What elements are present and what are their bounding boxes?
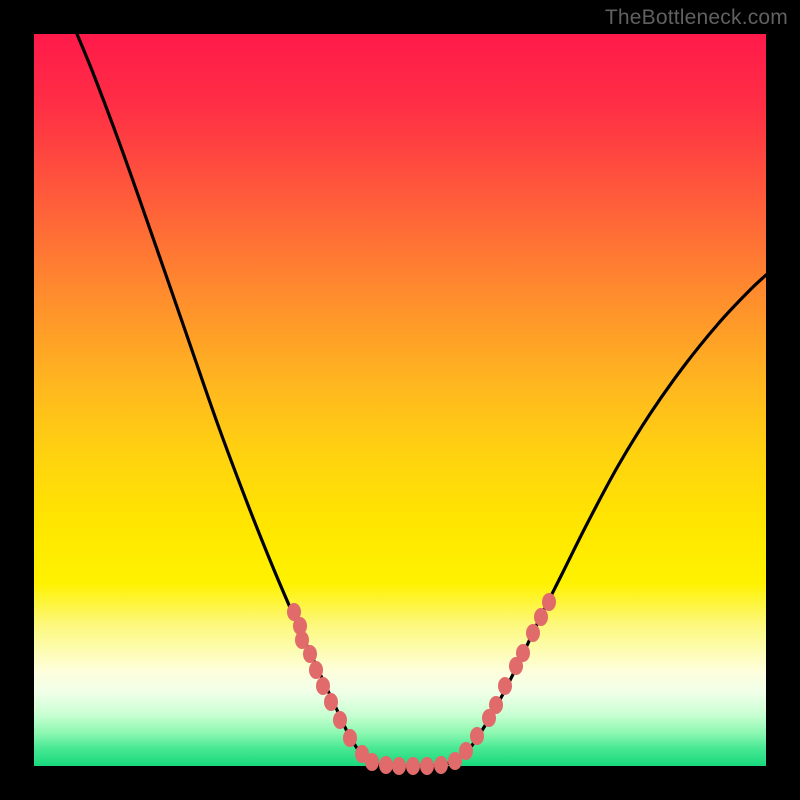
chart-container	[0, 0, 800, 800]
curve-marker	[434, 756, 448, 774]
curve-marker	[526, 624, 540, 642]
curve-marker	[309, 661, 323, 679]
curve-marker	[406, 757, 420, 775]
curve-marker	[316, 677, 330, 695]
curve-marker	[343, 729, 357, 747]
plot-background	[34, 34, 766, 766]
curve-marker	[459, 742, 473, 760]
watermark-text: TheBottleneck.com	[605, 6, 788, 30]
curve-marker	[470, 727, 484, 745]
curve-marker	[379, 756, 393, 774]
curve-marker	[365, 753, 379, 771]
curve-marker	[303, 645, 317, 663]
curve-marker	[324, 693, 338, 711]
curve-marker	[489, 696, 503, 714]
curve-marker	[534, 608, 548, 626]
curve-marker	[498, 677, 512, 695]
curve-marker	[542, 593, 556, 611]
curve-marker	[392, 757, 406, 775]
chart-svg	[0, 0, 800, 800]
curve-marker	[516, 644, 530, 662]
curve-marker	[333, 711, 347, 729]
curve-marker	[420, 757, 434, 775]
